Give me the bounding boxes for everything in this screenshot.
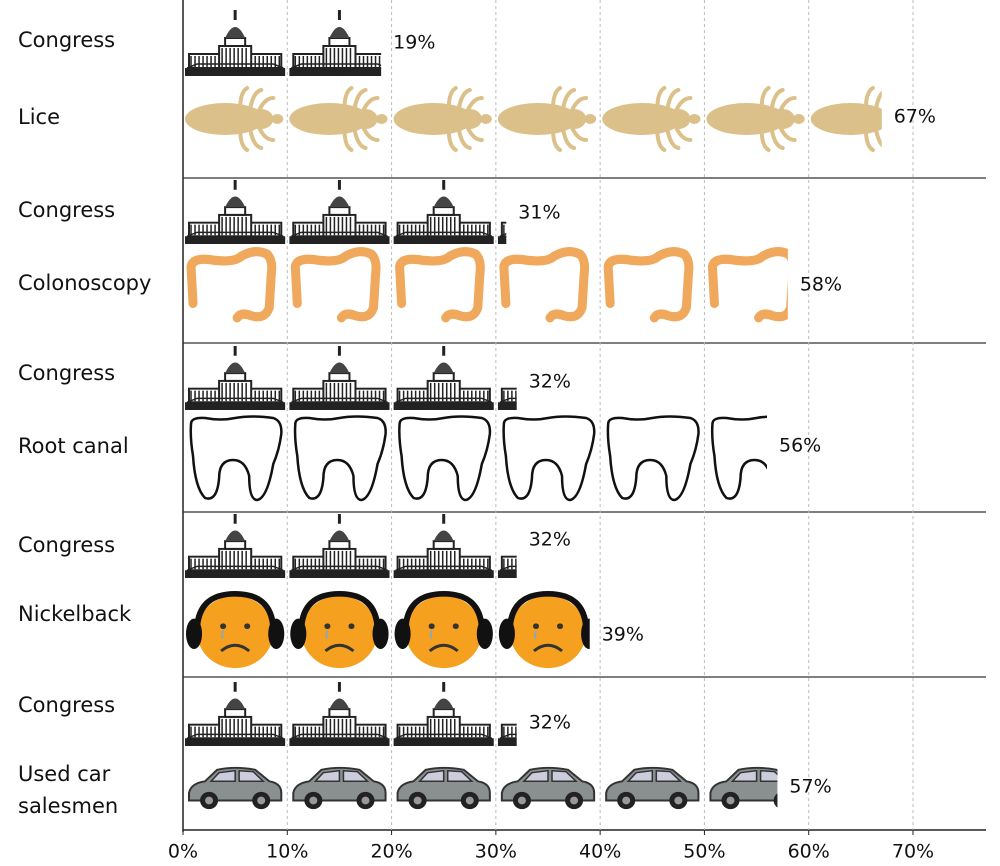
pictogram-icon xyxy=(185,514,286,578)
pictogram-icon xyxy=(289,514,390,578)
row-label: Congress xyxy=(18,198,116,222)
pictogram-icon xyxy=(398,415,492,502)
pictogram-icon xyxy=(185,682,286,746)
pictogram-bar xyxy=(191,252,793,318)
pictogram-icon xyxy=(289,180,390,244)
pictogram-icon xyxy=(295,252,376,318)
pictogram-bar xyxy=(189,415,767,502)
pictogram-icon xyxy=(605,766,700,811)
pictogram-icon xyxy=(396,766,491,811)
pictogram-icon xyxy=(289,346,390,410)
pictogram-icon xyxy=(185,346,286,410)
row-label: Congress xyxy=(18,533,116,557)
value-label: 39% xyxy=(602,624,644,646)
row-label: Colonoscopy xyxy=(18,271,152,295)
row-label: Congress xyxy=(18,693,116,717)
pictogram-icon xyxy=(498,88,596,150)
x-tick-label: 60% xyxy=(788,841,830,863)
value-label: 58% xyxy=(800,274,842,296)
value-label: 67% xyxy=(894,106,936,128)
pictogram-icon xyxy=(186,594,284,668)
row-label: Nickelback xyxy=(18,602,132,626)
pictogram-icon xyxy=(185,88,283,150)
pictogram-icon xyxy=(504,252,585,318)
x-tick-label: 40% xyxy=(579,841,621,863)
value-label: 19% xyxy=(393,32,435,54)
x-tick-label: 10% xyxy=(266,841,308,863)
pictogram-icon xyxy=(712,252,793,318)
pictogram-icon xyxy=(191,252,272,318)
pictogram-icon xyxy=(185,10,286,76)
pictogram-icon xyxy=(189,415,283,502)
pictogram-icon xyxy=(289,88,387,150)
value-label: 56% xyxy=(779,435,821,457)
row-label: Congress xyxy=(18,28,116,52)
pictogram-icon xyxy=(394,88,492,150)
pictogram-icon xyxy=(706,88,804,150)
x-tick-label: 30% xyxy=(475,841,517,863)
value-label: 31% xyxy=(518,202,560,224)
pictogram-icon xyxy=(188,766,283,811)
value-label: 32% xyxy=(529,529,571,551)
value-label: 32% xyxy=(529,712,571,734)
value-label: 32% xyxy=(529,371,571,393)
pictogram-icon xyxy=(710,415,767,502)
pictogram-icon xyxy=(502,415,596,502)
pictogram-icon xyxy=(393,180,494,244)
pictogram-icon xyxy=(606,415,700,502)
x-tick-label: 70% xyxy=(892,841,934,863)
pictogram-icon xyxy=(293,415,387,502)
row-label: Congress xyxy=(18,361,116,385)
pictogram-icon xyxy=(608,252,689,318)
x-tick-label: 0% xyxy=(168,841,198,863)
pictogram-icon xyxy=(290,594,388,668)
pictogram-icon xyxy=(500,766,596,811)
pictogram-icon xyxy=(292,766,387,811)
value-label: 57% xyxy=(789,776,831,798)
pictogram-bar xyxy=(185,88,909,150)
pictogram-icon xyxy=(185,180,286,244)
pictogram-icon xyxy=(602,88,700,150)
pictogram-icon xyxy=(400,252,481,318)
pictogram-icon xyxy=(289,682,390,746)
pictogram-icon xyxy=(499,594,597,668)
row-label: Root canal xyxy=(18,434,129,458)
pictogram-icon xyxy=(393,682,494,746)
pictogram-icon xyxy=(395,594,493,668)
row-label: Lice xyxy=(18,105,60,129)
pictogram-icon xyxy=(289,10,382,76)
pictogram-icon xyxy=(393,514,494,578)
x-tick-label: 20% xyxy=(370,841,412,863)
pictogram-icon xyxy=(393,346,494,410)
row-label: Used car salesmen xyxy=(18,762,119,818)
x-tick-label: 50% xyxy=(683,841,725,863)
